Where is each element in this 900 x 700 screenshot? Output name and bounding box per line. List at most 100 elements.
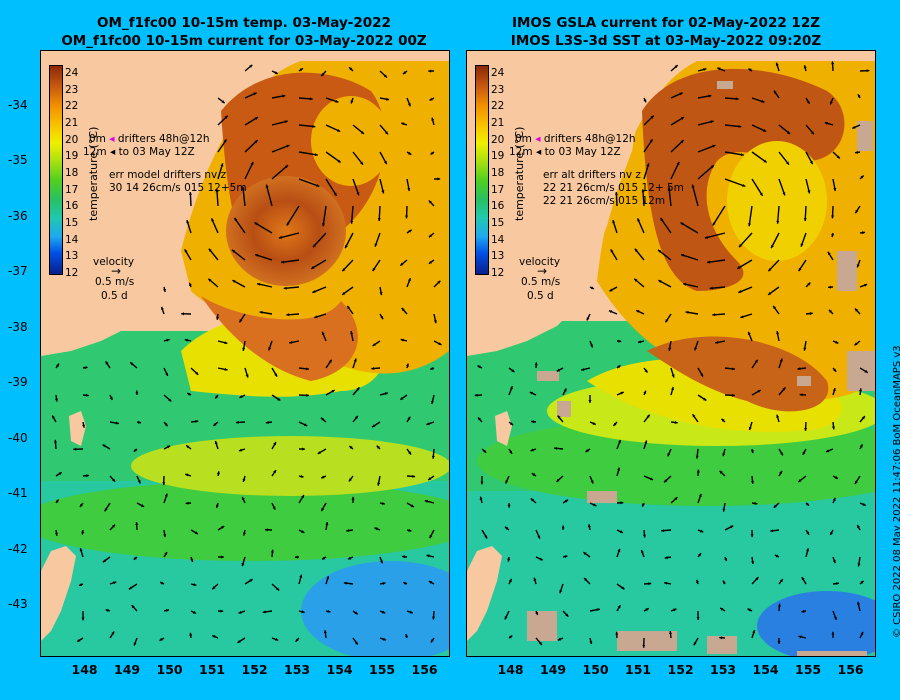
longitude-tick: 152: [241, 662, 268, 677]
current-vector: [776, 205, 780, 224]
current-vector-head: [738, 124, 742, 128]
current-vector-head: [379, 292, 383, 296]
current-vector-head: [698, 553, 702, 557]
current-vector-head: [534, 362, 538, 366]
current-vector-head: [592, 422, 596, 425]
current-vector-head: [428, 260, 433, 264]
current-vector-head: [56, 363, 60, 367]
current-vector-head: [664, 479, 668, 483]
current-vector-head: [164, 552, 168, 556]
current-vector-head: [831, 426, 836, 430]
current-vector-head: [641, 189, 645, 193]
current-vector: [751, 178, 764, 197]
current-vector-head: [533, 577, 537, 581]
longitude-tick: 153: [284, 662, 311, 677]
current-vector-head: [801, 609, 805, 613]
current-vector-head: [345, 244, 348, 249]
longitude-tick: 151: [625, 662, 652, 677]
current-vector-head: [770, 529, 774, 533]
current-vector-head: [862, 502, 866, 506]
current-vector-head: [669, 631, 673, 635]
flinders-island: [69, 411, 86, 446]
current-vector-head: [724, 557, 727, 561]
current-vector-head: [299, 68, 304, 72]
current-vector-head: [437, 177, 441, 181]
current-vector-head: [671, 386, 674, 391]
current-vector-head: [165, 608, 170, 612]
current-vector-head: [164, 423, 168, 427]
current-vector-head: [137, 420, 142, 424]
current-vector-head: [565, 613, 569, 617]
current-vector-head: [834, 475, 839, 479]
left-legend-drifters: 0m ◂ drifters 48h@12h: [89, 133, 210, 145]
current-vector-head: [353, 358, 357, 362]
current-vector-head: [374, 527, 378, 531]
current-vector-head: [559, 590, 563, 594]
current-vector-head: [400, 262, 404, 266]
current-vector-head: [709, 286, 713, 290]
current-vector-head: [360, 131, 364, 134]
current-vector-head: [779, 470, 782, 475]
current-vector-head: [693, 642, 697, 646]
current-vector-head: [372, 343, 376, 346]
current-vector-head: [810, 131, 814, 135]
current-vector: [298, 178, 320, 188]
current-vector-head: [862, 231, 866, 235]
current-vector-head: [695, 455, 699, 459]
current-vector-head: [798, 635, 802, 639]
current-vector-head: [854, 342, 858, 346]
current-vector-head: [350, 220, 354, 224]
current-vector-head: [747, 223, 752, 227]
current-vector-head: [478, 417, 482, 421]
current-vector-head: [321, 223, 326, 227]
current-vector-head: [428, 581, 433, 584]
current-vector-head: [674, 65, 678, 69]
current-vector-head: [831, 61, 835, 65]
current-vector-head: [857, 601, 861, 605]
current-vector-head: [382, 581, 386, 585]
current-vector-head: [803, 218, 807, 222]
latitude-tick: -36: [8, 208, 28, 223]
current-vector-head: [275, 637, 279, 641]
right-legend-range: 12m ◂ to 03 May 12Z: [509, 146, 621, 158]
current-vector-head: [617, 548, 621, 553]
current-vector-head: [717, 67, 721, 71]
colorbar-tick: 21: [491, 117, 505, 129]
current-vector-head: [213, 422, 217, 426]
current-vector-head: [254, 222, 258, 226]
current-vector-head: [79, 503, 83, 507]
current-vector-head: [163, 288, 167, 292]
current-vector-head: [774, 554, 779, 558]
current-vector-head: [220, 163, 224, 167]
current-vector-head: [612, 220, 616, 224]
current-vector-head: [786, 131, 790, 134]
current-vector-head: [832, 388, 836, 392]
current-vector-head: [257, 282, 261, 286]
current-vector-head: [608, 310, 613, 314]
current-vector-head: [720, 607, 724, 611]
current-vector-head: [835, 582, 839, 586]
current-vector-head: [759, 192, 763, 196]
current-vector-head: [747, 608, 751, 612]
current-vector-head: [646, 163, 650, 167]
current-vector: [244, 161, 254, 180]
current-vector-head: [408, 451, 412, 455]
current-vector-head: [637, 218, 641, 222]
current-vector-head: [807, 282, 811, 286]
current-vector: [704, 232, 726, 239]
current-vector-head: [861, 416, 865, 420]
colorbar-tick: 14: [491, 233, 505, 246]
current-vector-head: [674, 497, 678, 501]
current-vector-head: [407, 187, 411, 191]
current-vector-head: [773, 504, 777, 508]
current-vector-head: [328, 359, 332, 363]
current-vector: [697, 144, 716, 153]
current-vector-head: [410, 504, 414, 508]
current-vector-head: [504, 526, 509, 530]
current-vector-head: [272, 506, 276, 510]
current-vector-head: [382, 610, 386, 614]
current-vector-head: [748, 426, 752, 431]
current-vector-head: [761, 99, 765, 103]
current-vector-head: [135, 390, 139, 394]
current-vector-head: [234, 217, 238, 222]
